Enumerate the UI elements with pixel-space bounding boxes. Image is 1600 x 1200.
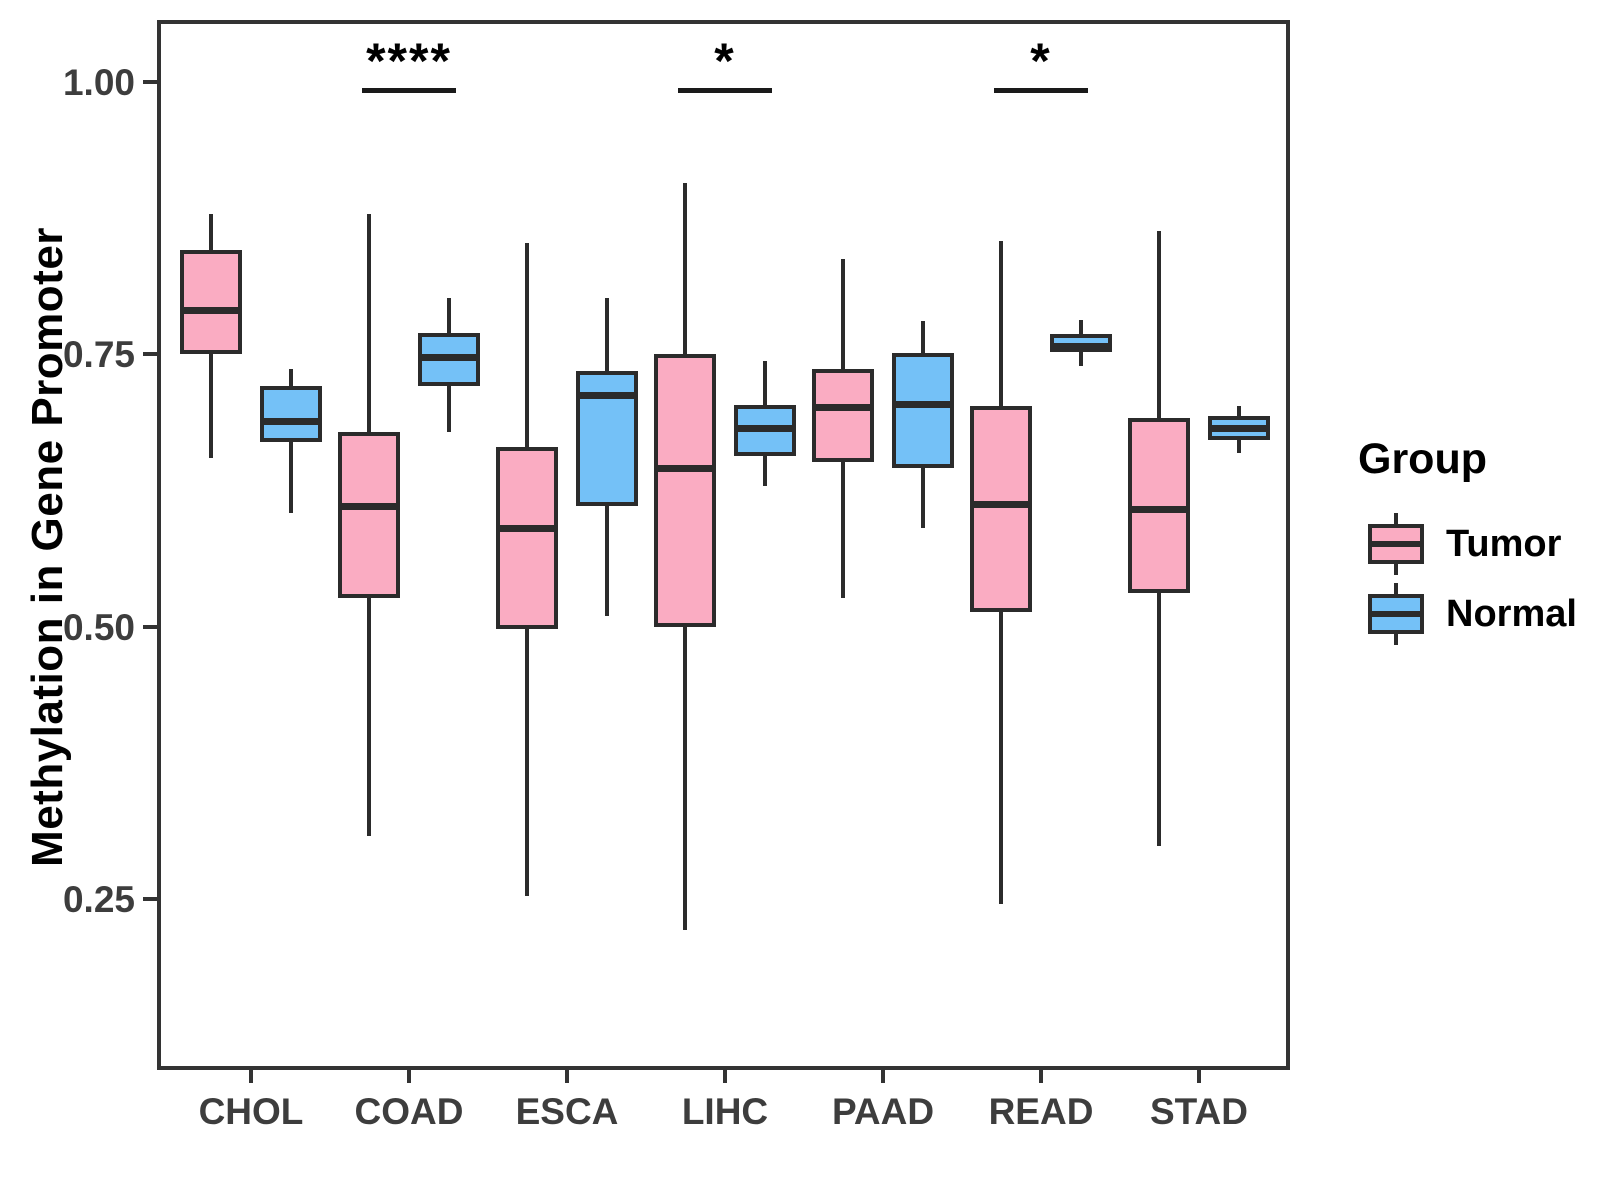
box-tumor-read	[970, 406, 1032, 613]
x-tick-label-esca: ESCA	[515, 1091, 619, 1132]
tumor-boxplot-key-icon	[1368, 513, 1424, 575]
x-tick-mark	[1197, 1070, 1201, 1083]
median-normal-read	[1050, 342, 1112, 350]
significance-bar-coad	[362, 88, 456, 93]
legend-entry-tumor: Tumor	[1330, 513, 1590, 575]
legend: Group Tumor Normal	[1330, 435, 1590, 665]
box-normal-paad	[892, 352, 954, 469]
box-tumor-stad	[1128, 418, 1190, 593]
y-tick-mark	[143, 897, 157, 901]
box-tumor-paad	[812, 369, 874, 462]
median-normal-stad	[1208, 424, 1270, 432]
x-tick-mark	[407, 1070, 411, 1083]
box-tumor-chol	[180, 250, 242, 354]
x-tick-mark	[881, 1070, 885, 1083]
box-tumor-lihc	[654, 354, 716, 627]
y-tick-mark	[143, 624, 157, 629]
significance-bar-lihc	[678, 88, 772, 93]
legend-label-tumor: Tumor	[1446, 523, 1562, 565]
legend-label-normal: Normal	[1446, 593, 1577, 635]
legend-title: Group	[1358, 435, 1487, 483]
x-tick-label-coad: COAD	[354, 1091, 464, 1132]
y-tick-mark	[143, 79, 157, 84]
median-tumor-stad	[1128, 506, 1190, 514]
x-tick-label-stad: STAD	[1150, 1091, 1248, 1132]
median-normal-paad	[892, 400, 954, 408]
median-normal-coad	[418, 353, 480, 361]
x-tick-mark	[249, 1070, 253, 1083]
x-tick-mark	[565, 1070, 569, 1083]
box-tumor-esca	[496, 446, 558, 629]
y-tick-label: 0.75	[62, 334, 135, 375]
y-tick-label: 0.50	[62, 606, 135, 648]
x-tick-label-paad: PAAD	[831, 1091, 935, 1132]
x-tick-mark	[723, 1070, 727, 1083]
legend-entry-normal: Normal	[1330, 583, 1590, 645]
median-tumor-lihc	[654, 464, 716, 472]
median-tumor-paad	[812, 403, 874, 411]
median-normal-esca	[576, 391, 638, 399]
significance-stars-lihc: *	[714, 33, 736, 89]
x-tick-label-lihc: LIHC	[681, 1091, 769, 1132]
x-tick-label-read: READ	[988, 1091, 1094, 1132]
box-tumor-coad	[338, 432, 400, 599]
box-normal-chol	[260, 385, 322, 443]
normal-boxplot-key-icon	[1368, 583, 1424, 645]
significance-stars-coad: ****	[366, 33, 452, 89]
median-normal-lihc	[734, 424, 796, 432]
median-tumor-esca	[496, 524, 558, 532]
median-normal-chol	[260, 418, 322, 426]
median-tumor-chol	[180, 306, 242, 314]
significance-bar-read	[994, 88, 1088, 93]
x-tick-mark	[1039, 1070, 1043, 1083]
median-tumor-coad	[338, 503, 400, 511]
y-tick-mark	[143, 352, 157, 356]
x-tick-label-chol: CHOL	[198, 1091, 304, 1132]
median-tumor-read	[970, 500, 1032, 508]
y-tick-label: 1.00	[62, 61, 135, 103]
significance-stars-read: *	[1030, 33, 1052, 89]
y-tick-label: 0.25	[62, 879, 135, 920]
